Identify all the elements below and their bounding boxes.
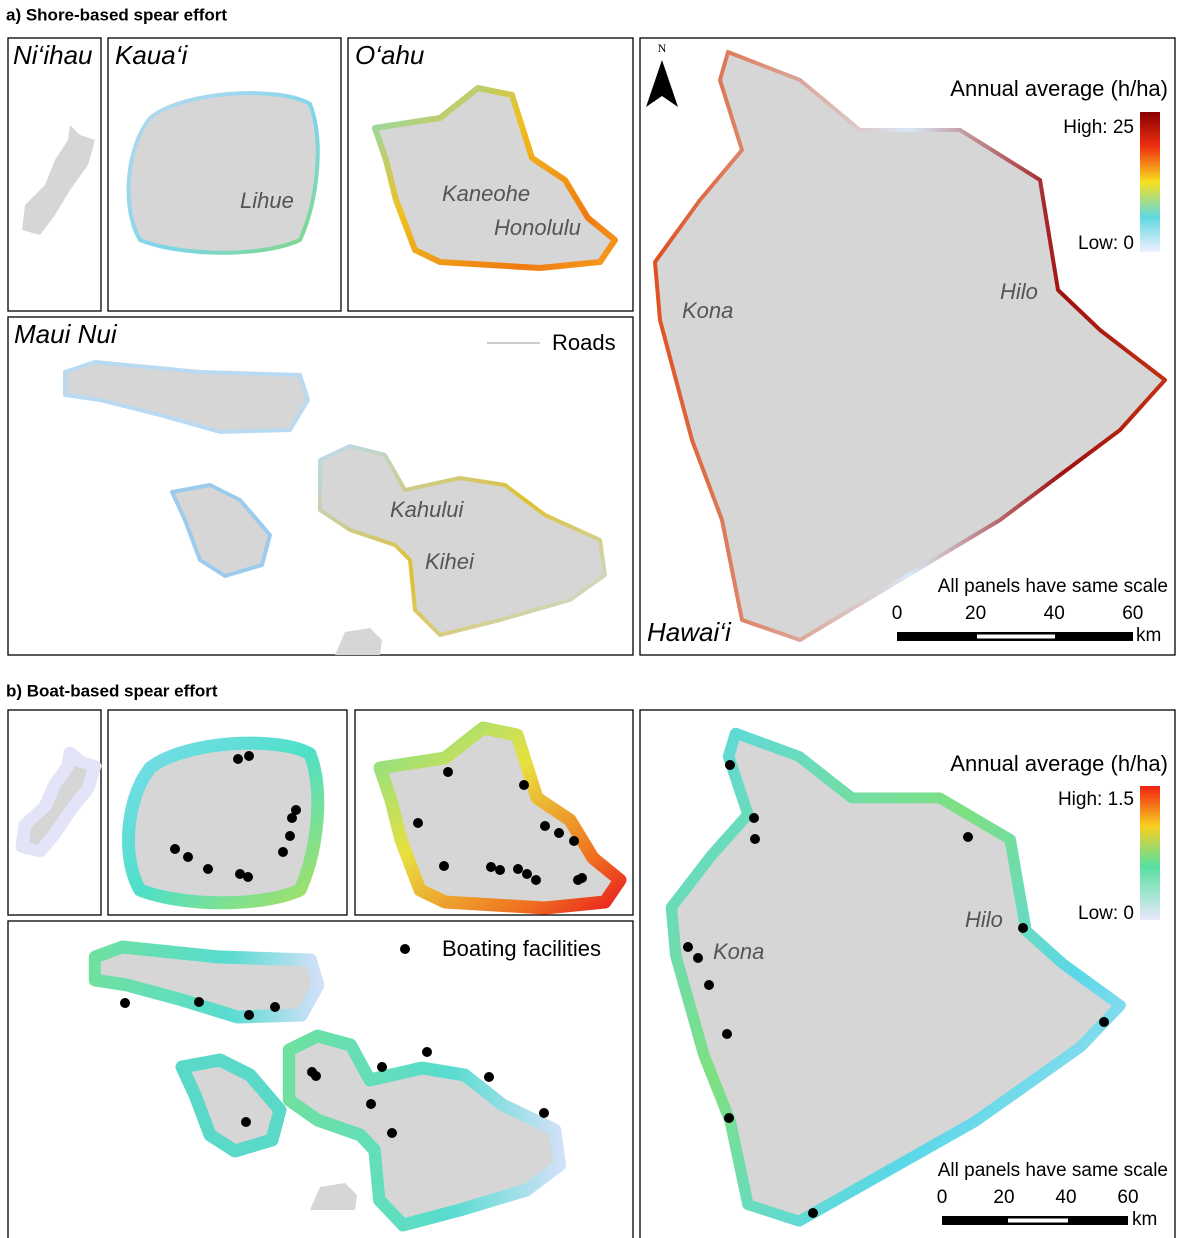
facility bbox=[387, 1128, 397, 1138]
scale-tick-label: 60 bbox=[1122, 603, 1143, 624]
island bbox=[126, 91, 320, 255]
facility bbox=[170, 844, 180, 854]
scale-unit: km bbox=[1136, 625, 1161, 646]
panel-label: Maui Nui bbox=[14, 319, 118, 349]
facility bbox=[749, 813, 759, 823]
town-label: Hilo bbox=[965, 907, 1003, 932]
facility bbox=[704, 980, 714, 990]
scale-tick-label: 40 bbox=[1055, 1187, 1076, 1208]
facility bbox=[484, 1072, 494, 1082]
facility bbox=[422, 1047, 432, 1057]
scale-note: All panels have same scale bbox=[938, 576, 1168, 597]
facility bbox=[531, 875, 541, 885]
color-bar bbox=[1140, 786, 1160, 920]
north-arrow bbox=[646, 60, 678, 107]
facility bbox=[311, 1071, 321, 1081]
facility bbox=[683, 942, 693, 952]
facilities bbox=[120, 751, 1109, 1218]
facility bbox=[554, 828, 564, 838]
legend-label: Boating facilities bbox=[442, 936, 601, 961]
facility bbox=[439, 861, 449, 871]
facility bbox=[285, 831, 295, 841]
facility bbox=[243, 872, 253, 882]
facility bbox=[724, 1113, 734, 1123]
legend-label: Roads bbox=[552, 330, 616, 355]
scale-bar: km 0 20 40 60 bbox=[937, 1187, 1158, 1230]
facility bbox=[244, 1010, 254, 1020]
facility bbox=[278, 847, 288, 857]
scale-tick-label: 60 bbox=[1117, 1187, 1138, 1208]
facility bbox=[519, 780, 529, 790]
town-label: Kahului bbox=[390, 497, 465, 522]
facility bbox=[722, 1029, 732, 1039]
facility bbox=[495, 865, 505, 875]
facility bbox=[120, 998, 130, 1008]
panel-label: Kaua‘i bbox=[115, 40, 188, 70]
facility bbox=[725, 760, 735, 770]
facility bbox=[1018, 923, 1028, 933]
legend-low: Low: 0 bbox=[1078, 233, 1134, 254]
facility bbox=[513, 864, 523, 874]
facility bbox=[413, 818, 423, 828]
facility bbox=[241, 1117, 251, 1127]
facility bbox=[443, 767, 453, 777]
facility bbox=[693, 953, 703, 963]
section-title: b) Boat-based spear effort bbox=[6, 681, 218, 700]
facility bbox=[539, 1108, 549, 1118]
scale-segment bbox=[977, 634, 1055, 639]
legend-high: High: 1.5 bbox=[1058, 789, 1134, 810]
legend-title: Annual average (h/ha) bbox=[950, 76, 1168, 101]
facility bbox=[1099, 1017, 1109, 1027]
town-label: Honolulu bbox=[494, 215, 581, 240]
facility bbox=[540, 821, 550, 831]
legend-title: Annual average (h/ha) bbox=[950, 751, 1168, 776]
panel-label: Ni‘ihau bbox=[13, 40, 93, 70]
facility-swatch bbox=[400, 944, 410, 954]
scale-unit: km bbox=[1132, 1209, 1157, 1230]
facility bbox=[194, 997, 204, 1007]
facility bbox=[522, 869, 532, 879]
facility bbox=[244, 751, 254, 761]
facility bbox=[203, 864, 213, 874]
panel-label: Hawai‘i bbox=[647, 617, 732, 647]
scale-segment bbox=[1008, 1218, 1068, 1223]
island bbox=[129, 743, 318, 903]
scale-bar: km 0 20 40 60 bbox=[892, 603, 1162, 646]
facility bbox=[270, 1002, 280, 1012]
scale-tick-label: 20 bbox=[965, 603, 986, 624]
facility bbox=[366, 1099, 376, 1109]
facility bbox=[291, 805, 301, 815]
facility bbox=[287, 813, 297, 823]
facility bbox=[963, 832, 973, 842]
scale-note: All panels have same scale bbox=[938, 1160, 1168, 1181]
town-label: Kaneohe bbox=[442, 181, 530, 206]
color-bar bbox=[1140, 112, 1160, 252]
town-label: Kona bbox=[682, 298, 733, 323]
town-label: Hilo bbox=[1000, 279, 1038, 304]
facility bbox=[750, 834, 760, 844]
facility bbox=[183, 852, 193, 862]
legend-low: Low: 0 bbox=[1078, 903, 1134, 924]
section-title: a) Shore-based spear effort bbox=[6, 5, 227, 24]
facility bbox=[233, 754, 243, 764]
town-label: Lihue bbox=[240, 188, 294, 213]
scale-tick-label: 20 bbox=[993, 1187, 1014, 1208]
facility bbox=[577, 873, 587, 883]
facility bbox=[569, 836, 579, 846]
town-label: Kihei bbox=[425, 549, 475, 574]
town-label: Kona bbox=[713, 939, 764, 964]
legend-high: High: 25 bbox=[1063, 117, 1134, 138]
facility bbox=[486, 862, 496, 872]
facility bbox=[377, 1062, 387, 1072]
scale-tick-label: 0 bbox=[892, 603, 903, 624]
scale-tick-label: 40 bbox=[1044, 603, 1065, 624]
panel-label: O‘ahu bbox=[355, 40, 424, 70]
facility bbox=[235, 869, 245, 879]
facility bbox=[808, 1208, 818, 1218]
north-label: N bbox=[658, 41, 667, 55]
scale-tick-label: 0 bbox=[937, 1187, 948, 1208]
